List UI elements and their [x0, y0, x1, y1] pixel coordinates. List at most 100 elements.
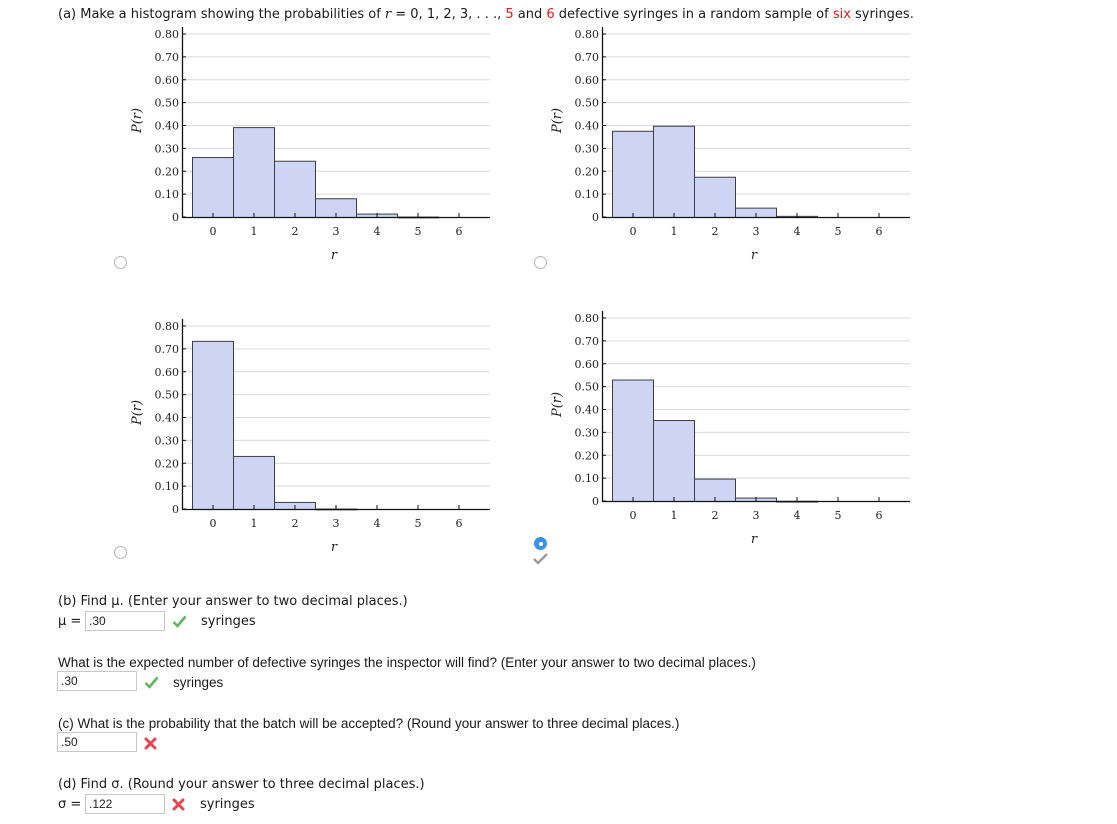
histogram-bar	[612, 130, 654, 218]
histogram-bar	[192, 340, 234, 511]
expected-question: What is the expected number of defective…	[58, 655, 756, 670]
x-tick-label: 0	[630, 225, 637, 238]
highlight-six: six	[832, 7, 851, 22]
x-tick-label: 5	[415, 225, 422, 238]
histogram-option-4: 0 0.10 0.20 0.30 0.40 0.50 0.60 0.70 0.80 0 1 2 3 4 5 6…	[542, 301, 912, 551]
checkmark-icon	[533, 553, 548, 565]
y-axis-label: P(r)	[550, 392, 565, 418]
x-tick-label: 4	[794, 225, 801, 238]
x-tick-label: 5	[835, 509, 842, 522]
incorrect-cross-icon	[172, 798, 185, 811]
y-tick-label: 0.40	[575, 404, 600, 417]
histogram-bar	[653, 420, 695, 502]
y-tick-label: 0.10	[575, 188, 600, 201]
x-axis-label: r	[331, 540, 338, 555]
sigma-unit: syringes	[200, 797, 255, 812]
part-a-text: and	[513, 7, 547, 22]
histogram-bar	[653, 125, 695, 218]
part-b-question: (b) Find μ. (Enter your answer to two de…	[58, 594, 408, 609]
x-tick-label: 1	[251, 517, 258, 530]
y-tick-label: 0.10	[155, 188, 180, 201]
y-tick-label: 0.70	[155, 343, 180, 356]
y-tick-label: 0.40	[155, 120, 180, 133]
y-tick-label: 0.50	[155, 97, 180, 110]
x-tick-label: 2	[712, 509, 719, 522]
highlight-6: 6	[546, 7, 555, 22]
histogram-option-1: 0 0.10 0.20 0.30 0.40 0.50 0.60 0.70 0.80 0 1 2 3 4 5 6…	[122, 17, 492, 267]
x-tick-label: 6	[456, 517, 463, 530]
x-tick-label: 4	[794, 509, 801, 522]
x-tick-label: 3	[333, 225, 340, 238]
x-tick-label: 1	[251, 225, 258, 238]
y-tick-label: 0.80	[575, 312, 600, 325]
histogram-option-2: 0 0.10 0.20 0.30 0.40 0.50 0.60 0.70 0.80 0 1 2 3 4 5 6…	[542, 17, 912, 267]
y-tick-label: 0.60	[155, 74, 180, 87]
histogram-bar	[694, 176, 736, 219]
correct-check-icon	[144, 676, 159, 689]
y-tick-label: 0.70	[575, 335, 600, 348]
x-tick-label: 2	[292, 225, 299, 238]
x-axis-label: r	[751, 248, 758, 263]
y-axis-label: P(r)	[130, 400, 145, 426]
mu-unit: syringes	[201, 614, 256, 629]
part-a-text: = 0, 1, 2, 3, . . .,	[391, 7, 506, 22]
x-tick-label: 0	[210, 225, 217, 238]
expected-unit: syringes	[173, 675, 224, 690]
part-a-text: syringes.	[850, 7, 914, 22]
mu-input[interactable]	[85, 611, 165, 631]
correct-check-icon	[172, 615, 187, 628]
y-axis-label: P(r)	[130, 108, 145, 134]
histogram-bar	[612, 379, 654, 502]
x-tick-label: 2	[712, 225, 719, 238]
y-tick-label: 0.10	[155, 480, 180, 493]
y-tick-label: 0.30	[155, 142, 180, 155]
histogram-bar	[192, 157, 234, 219]
y-tick-label: 0.10	[575, 472, 600, 485]
x-tick-label: 4	[374, 517, 381, 530]
y-axis-label: P(r)	[550, 108, 565, 134]
y-tick-label: 0.30	[575, 142, 600, 155]
x-tick-label: 1	[671, 225, 678, 238]
radio-option-4[interactable]	[534, 537, 547, 550]
y-tick-label: 0.60	[155, 366, 180, 379]
x-tick-label: 6	[876, 225, 883, 238]
y-tick-label: 0.70	[575, 51, 600, 64]
y-tick-label: 0.60	[575, 358, 600, 371]
y-tick-label: 0.40	[575, 120, 600, 133]
sigma-label: σ =	[58, 797, 82, 812]
histogram-option-3: 0 0.10 0.20 0.30 0.40 0.50 0.60 0.70 0.80 0 1 2 3 4 5 6…	[122, 309, 492, 559]
expected-input[interactable]	[57, 671, 137, 691]
histogram-bar	[233, 455, 275, 510]
histogram-bar	[274, 160, 316, 218]
part-d-question: (d) Find σ. (Round your answer to three …	[58, 777, 425, 792]
y-tick-label: 0.40	[155, 412, 180, 425]
x-tick-label: 6	[456, 225, 463, 238]
histogram-bar	[233, 127, 275, 218]
sigma-input[interactable]	[85, 794, 165, 814]
x-tick-label: 5	[415, 517, 422, 530]
mu-label: μ =	[58, 614, 82, 629]
y-tick-label: 0.80	[155, 28, 180, 41]
y-tick-label: 0.80	[575, 28, 600, 41]
acceptance-probability-input[interactable]	[57, 732, 137, 752]
y-tick-label: 0	[592, 211, 599, 224]
y-tick-label: 0.50	[575, 381, 600, 394]
radio-option-3[interactable]	[114, 546, 127, 559]
highlight-5: 5	[505, 7, 514, 22]
y-tick-label: 0.30	[155, 434, 180, 447]
x-tick-label: 6	[876, 509, 883, 522]
incorrect-cross-icon	[144, 737, 157, 750]
y-tick-label: 0	[172, 211, 179, 224]
radio-option-2[interactable]	[534, 256, 547, 269]
part-a-text: (a) Make a histogram showing the probabi…	[58, 7, 385, 22]
y-tick-label: 0.30	[575, 426, 600, 439]
x-tick-label: 3	[753, 509, 760, 522]
y-tick-label: 0.50	[575, 97, 600, 110]
radio-option-1[interactable]	[114, 256, 127, 269]
x-tick-label: 3	[753, 225, 760, 238]
x-tick-label: 1	[671, 509, 678, 522]
x-tick-label: 0	[210, 517, 217, 530]
y-tick-label: 0.20	[155, 165, 180, 178]
x-tick-label: 3	[333, 517, 340, 530]
y-tick-label: 0.70	[155, 51, 180, 64]
